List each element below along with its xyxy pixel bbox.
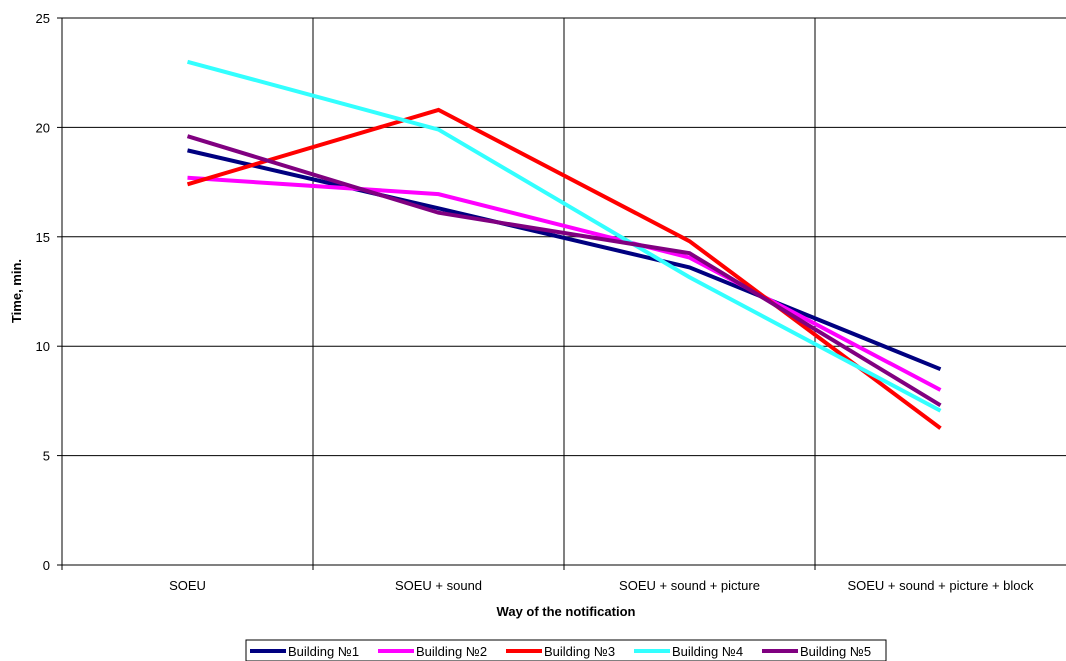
legend: Building №1 Building №2 Building №3 Buildin… [245,639,887,661]
legend-label: Building №3 [544,644,615,659]
y-tick-label: 15 [36,230,50,245]
y-tick-label: 25 [36,11,50,26]
x-axis-title: Way of the notification [497,604,636,619]
legend-box [245,639,887,661]
y-tick-label: 10 [36,339,50,354]
x-tick-label: SOEU + sound + picture + block [847,578,1034,593]
series-lines [186,59,942,430]
series-line-building-1 [187,148,942,372]
legend-label: Building №2 [416,644,487,659]
legend-label: Building №4 [672,644,743,659]
legend-label: Building №5 [800,644,871,659]
x-tick-label: SOEU + sound + picture [619,578,760,593]
y-axis-title: Time, min. [9,259,24,323]
x-tick-label: SOEU + sound [395,578,482,593]
y-tick-label: 5 [43,449,50,464]
legend-label: Building №1 [288,644,359,659]
y-tick-label: 20 [36,120,50,135]
series-line-building-3 [186,107,942,430]
series-line-building-5 [186,134,942,407]
series-line-building-2 [187,175,942,392]
y-axis-ticks: 0 5 10 15 20 25 [36,11,62,573]
series-line-building-4 [186,59,942,413]
grid [61,17,1066,570]
x-axis-ticks: SOEU SOEU + sound SOEU + sound + picture SO… [169,578,1034,593]
y-tick-label: 0 [43,558,50,573]
x-tick-label: SOEU [169,578,206,593]
